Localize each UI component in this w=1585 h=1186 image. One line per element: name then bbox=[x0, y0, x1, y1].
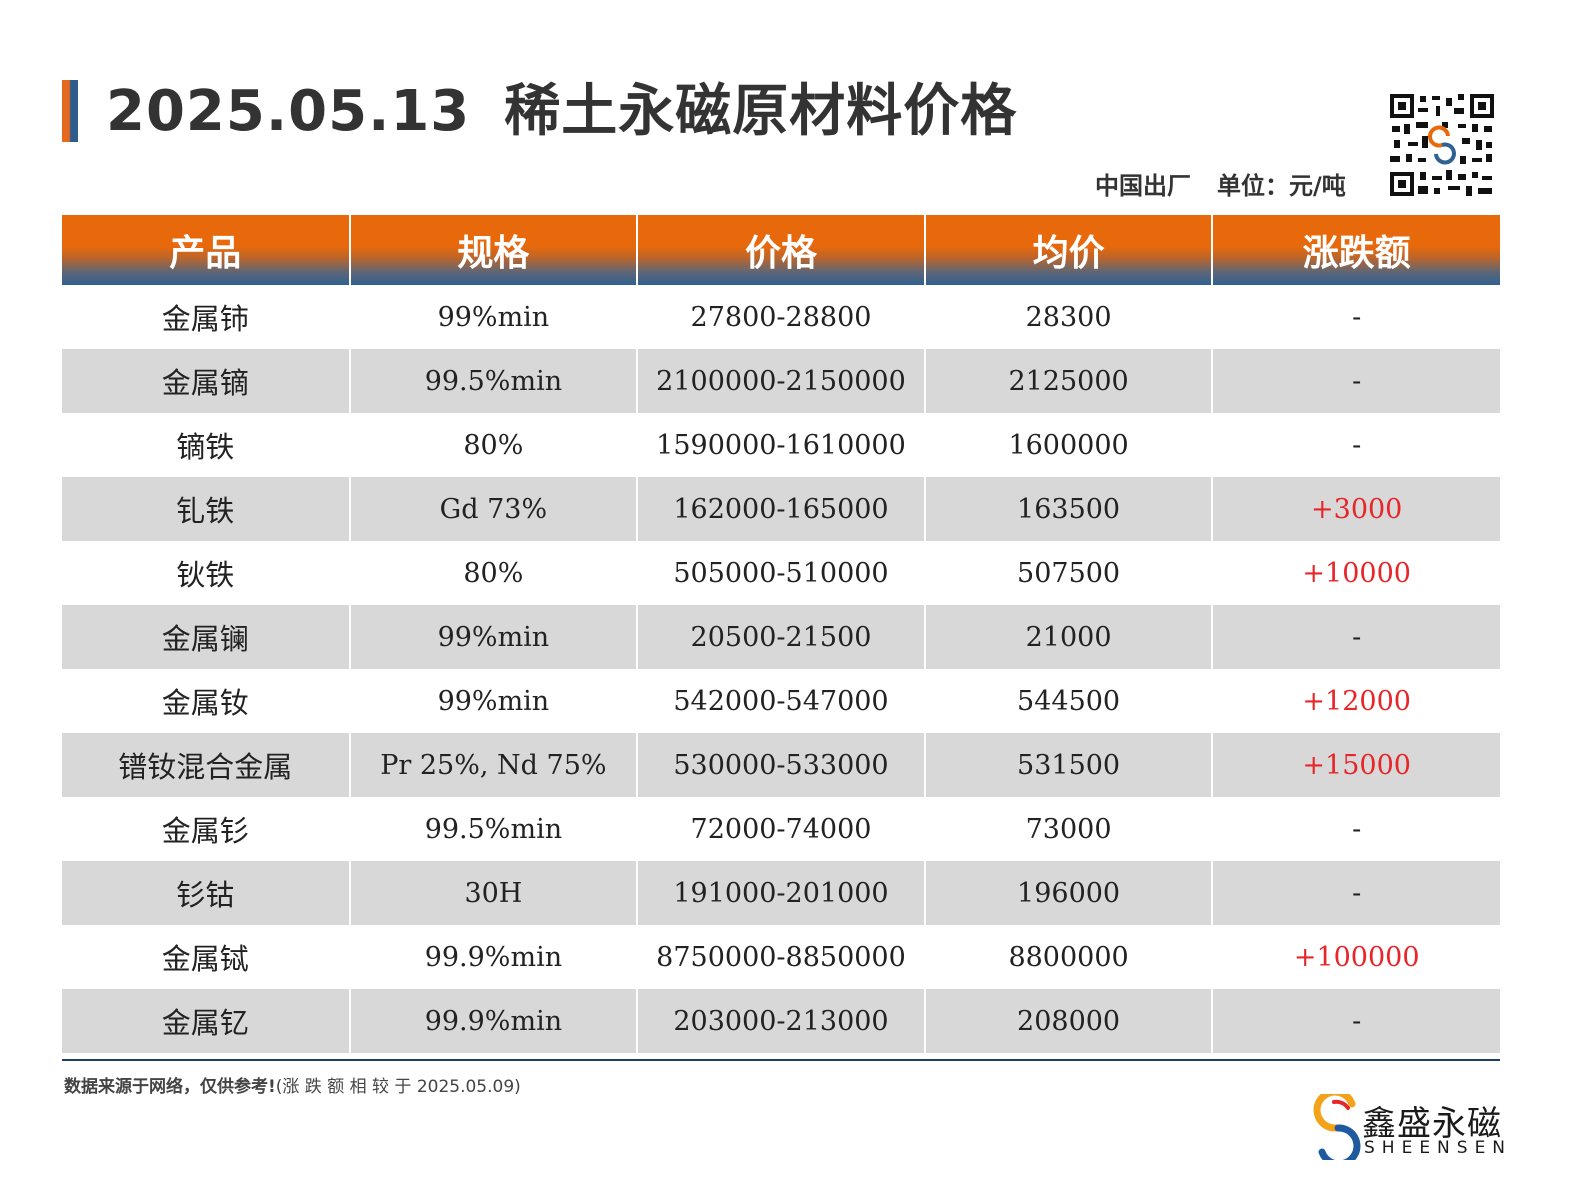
column-header-change: 涨跌额 bbox=[1211, 215, 1500, 285]
cell-change: +12000 bbox=[1211, 669, 1500, 733]
cell-change: +15000 bbox=[1211, 733, 1500, 797]
cell-product: 钆铁 bbox=[62, 477, 350, 541]
title-accent-bar bbox=[62, 80, 78, 142]
table-row: 钬铁 80% 505000-510000 507500 +10000 bbox=[62, 541, 1500, 605]
cell-price: 162000-165000 bbox=[636, 477, 925, 541]
table-row: 镝铁 80% 1590000-1610000 1600000- bbox=[62, 413, 1500, 477]
unit-label: 单位：元/吨 bbox=[1217, 172, 1346, 200]
cell-avg: 21000 bbox=[923, 605, 1213, 669]
table-row: 金属钐 99.5%min 72000-74000 73000- bbox=[62, 797, 1500, 861]
cell-spec: 99%min bbox=[348, 669, 638, 733]
cell-price: 8750000-8850000 bbox=[636, 925, 925, 989]
cell-avg: 28300 bbox=[923, 285, 1213, 349]
cell-spec: 99%min bbox=[348, 605, 638, 669]
cell-product: 金属钕 bbox=[62, 669, 350, 733]
cell-change: +100000 bbox=[1211, 925, 1500, 989]
table-row: 金属钇 99.9%min 203000-213000 208000- bbox=[62, 989, 1500, 1053]
cell-product: 金属铈 bbox=[62, 285, 350, 349]
cell-spec: 99.9%min bbox=[348, 989, 638, 1053]
cell-product: 金属镝 bbox=[62, 349, 350, 413]
cell-change: +3000 bbox=[1211, 477, 1500, 541]
table-row: 金属铈 99%min 27800-28800 28300- bbox=[62, 285, 1500, 349]
unit-caption: 中国出厂 单位：元/吨 bbox=[1095, 166, 1346, 201]
column-header-spec: 规格 bbox=[348, 215, 638, 285]
cell-product: 金属镧 bbox=[62, 605, 350, 669]
cell-price: 505000-510000 bbox=[636, 541, 925, 605]
cell-avg: 2125000 bbox=[923, 349, 1213, 413]
table-row: 金属镝 99.5%min 2100000-2150000 2125000- bbox=[62, 349, 1500, 413]
cell-spec: 30H bbox=[348, 861, 638, 925]
cell-product: 镝铁 bbox=[62, 413, 350, 477]
cell-avg: 8800000 bbox=[923, 925, 1213, 989]
cell-avg: 544500 bbox=[923, 669, 1213, 733]
qr-code-icon[interactable] bbox=[1388, 92, 1496, 198]
title-text: 稀土永磁原材料价格 bbox=[504, 79, 1018, 144]
cell-product: 金属铽 bbox=[62, 925, 350, 989]
title-date: 2025.05.13 bbox=[106, 79, 471, 144]
cell-spec: 99.5%min bbox=[348, 349, 638, 413]
cell-change: - bbox=[1211, 797, 1500, 861]
cell-price: 203000-213000 bbox=[636, 989, 925, 1053]
cell-product: 钐钴 bbox=[62, 861, 350, 925]
cell-spec: 80% bbox=[348, 413, 638, 477]
table-row: 金属钕 99%min 542000-547000 544500 +12000 bbox=[62, 669, 1500, 733]
cell-product: 金属钇 bbox=[62, 989, 350, 1053]
page-title: 2025.05.13 稀土永磁原材料价格 bbox=[106, 74, 1017, 150]
cell-price: 542000-547000 bbox=[636, 669, 925, 733]
cell-price: 530000-533000 bbox=[636, 733, 925, 797]
cell-change: - bbox=[1211, 989, 1500, 1053]
cell-price: 2100000-2150000 bbox=[636, 349, 925, 413]
cell-spec: Gd 73% bbox=[348, 477, 638, 541]
cell-spec: 99.9%min bbox=[348, 925, 638, 989]
cell-spec: 99%min bbox=[348, 285, 638, 349]
cell-change: +10000 bbox=[1211, 541, 1500, 605]
cell-product: 钬铁 bbox=[62, 541, 350, 605]
cell-change: - bbox=[1211, 285, 1500, 349]
column-header-product: 产品 bbox=[62, 215, 350, 285]
origin-label: 中国出厂 bbox=[1095, 172, 1191, 200]
footnote-compare: (涨 跌 额 相 较 于 2025.05.09) bbox=[275, 1077, 521, 1097]
brand-logo-icon bbox=[1313, 1094, 1361, 1160]
cell-price: 1590000-1610000 bbox=[636, 413, 925, 477]
cell-price: 20500-21500 bbox=[636, 605, 925, 669]
table-row: 钆铁 Gd 73% 162000-165000 163500 +3000 bbox=[62, 477, 1500, 541]
cell-spec: Pr 25%, Nd 75% bbox=[348, 733, 638, 797]
cell-change: - bbox=[1211, 861, 1500, 925]
cell-product: 镨钕混合金属 bbox=[62, 733, 350, 797]
cell-avg: 531500 bbox=[923, 733, 1213, 797]
cell-price: 27800-28800 bbox=[636, 285, 925, 349]
table-row: 镨钕混合金属 Pr 25%, Nd 75% 530000-533000 531500 +… bbox=[62, 733, 1500, 797]
cell-avg: 208000 bbox=[923, 989, 1213, 1053]
table-row: 金属铽 99.9%min 8750000-8850000 8800000 +100000 bbox=[62, 925, 1500, 989]
cell-avg: 73000 bbox=[923, 797, 1213, 861]
cell-avg: 1600000 bbox=[923, 413, 1213, 477]
cell-change: - bbox=[1211, 413, 1500, 477]
cell-spec: 80% bbox=[348, 541, 638, 605]
footnote-source: 数据来源于网络，仅供参考! bbox=[64, 1077, 276, 1097]
cell-change: - bbox=[1211, 605, 1500, 669]
cell-spec: 99.5%min bbox=[348, 797, 638, 861]
cell-change: - bbox=[1211, 349, 1500, 413]
cell-avg: 196000 bbox=[923, 861, 1213, 925]
column-header-price: 价格 bbox=[636, 215, 925, 285]
brand-name-en: SHEENSEN bbox=[1364, 1138, 1513, 1158]
table-row: 钐钴 30H 191000-201000 196000- bbox=[62, 861, 1500, 925]
table-row: 金属镧 99%min 20500-21500 21000- bbox=[62, 605, 1500, 669]
cell-avg: 163500 bbox=[923, 477, 1213, 541]
price-table: 产品 规格 价格 均价 涨跌额 金属铈 99%min 27800-28800 2830… bbox=[62, 215, 1500, 1053]
cell-avg: 507500 bbox=[923, 541, 1213, 605]
table-bottom-rule bbox=[62, 1059, 1500, 1061]
column-header-avg: 均价 bbox=[923, 215, 1213, 285]
cell-product: 金属钐 bbox=[62, 797, 350, 861]
cell-price: 72000-74000 bbox=[636, 797, 925, 861]
footnote: 数据来源于网络，仅供参考!(涨 跌 额 相 较 于 2025.05.09) bbox=[64, 1072, 521, 1097]
cell-price: 191000-201000 bbox=[636, 861, 925, 925]
brand-name-cn: 鑫盛永磁 bbox=[1362, 1104, 1502, 1144]
table-header-row: 产品 规格 价格 均价 涨跌额 bbox=[62, 215, 1500, 285]
